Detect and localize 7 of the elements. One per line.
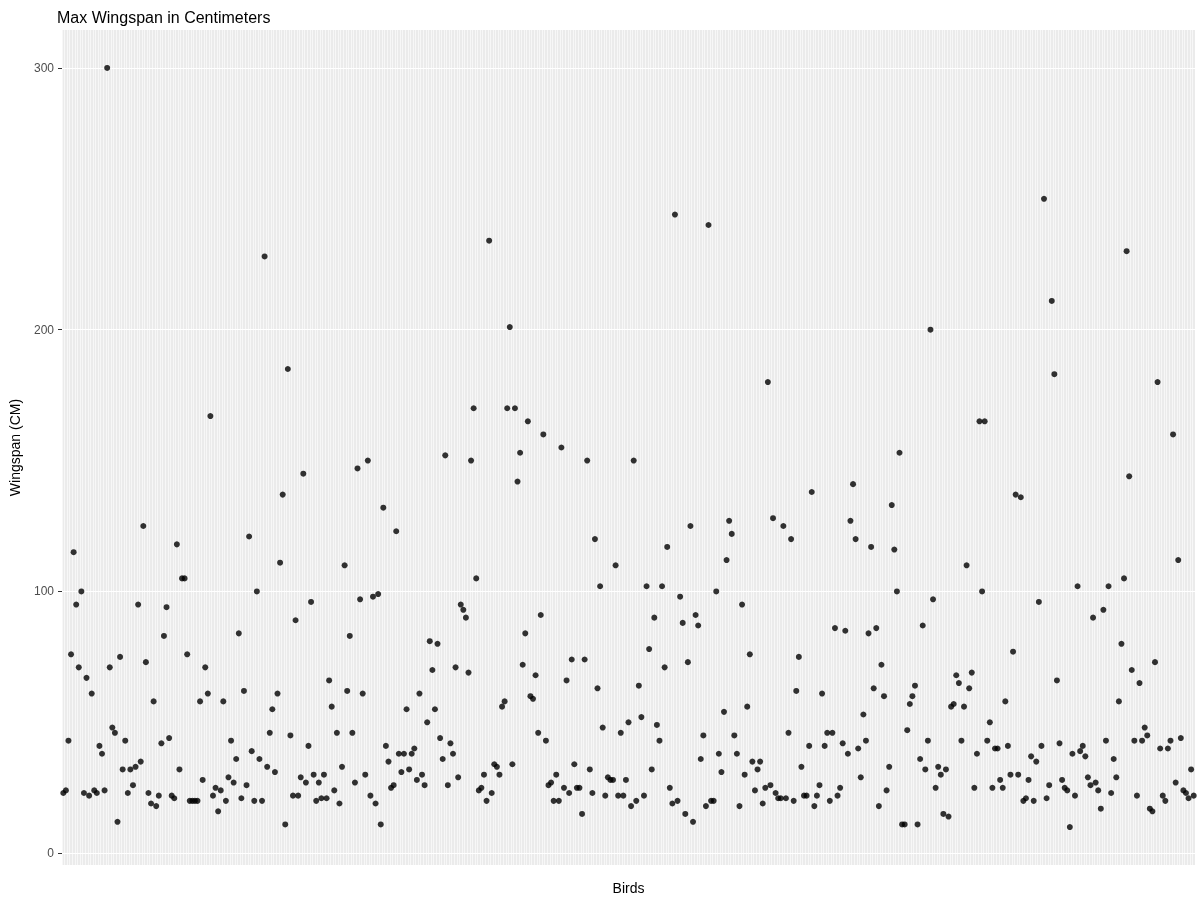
- y-tick-label: 300: [33, 60, 55, 75]
- y-tick-label: 200: [33, 322, 55, 337]
- y-tick-label: 100: [33, 584, 55, 599]
- chart-title: Max Wingspan in Centimeters: [57, 8, 271, 26]
- y-tick-label: 0: [47, 846, 55, 861]
- y-axis-title: Wingspan (CM): [7, 398, 23, 497]
- x-axis-title: Birds: [612, 880, 645, 896]
